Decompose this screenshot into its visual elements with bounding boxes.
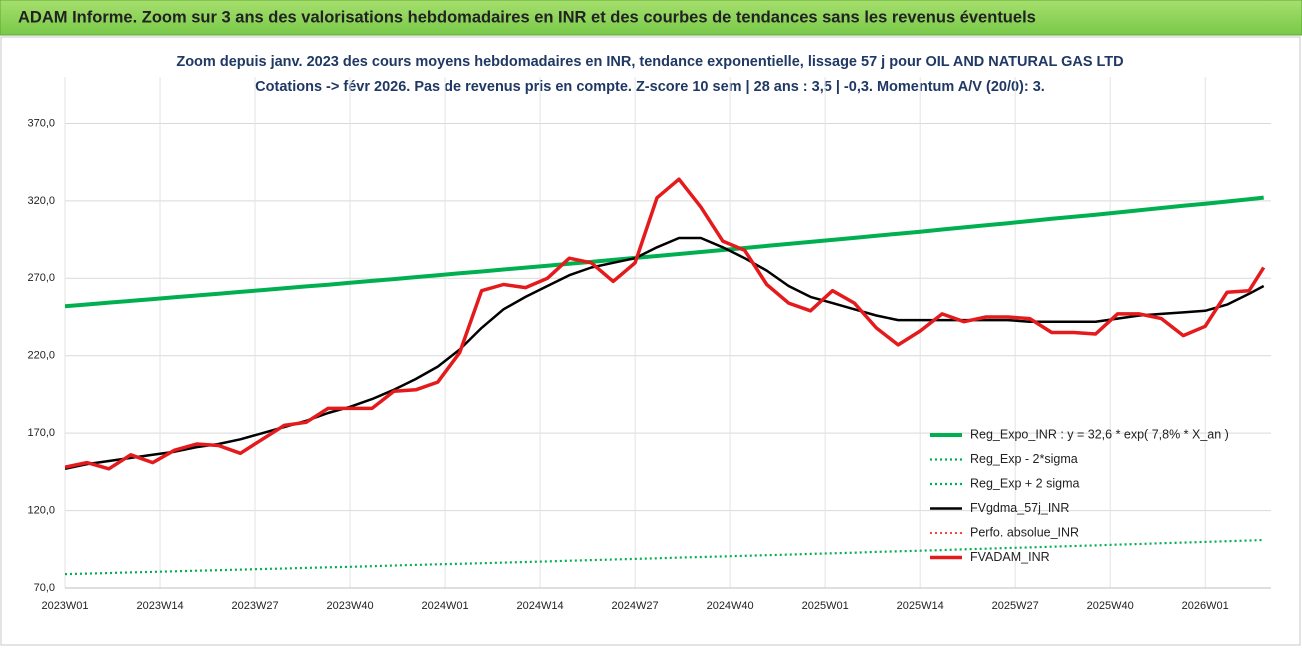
x-tick-label: 2023W01 [41, 600, 88, 612]
legend-label: Reg_Exp - 2*sigma [970, 452, 1078, 466]
chart-title: Zoom depuis janv. 2023 des cours moyens … [176, 54, 1123, 70]
x-tick-label: 2025W40 [1087, 600, 1134, 612]
x-tick-label: 2023W40 [327, 600, 374, 612]
legend-label: Reg_Exp + 2 sigma [970, 476, 1079, 490]
x-tick-label: 2024W27 [612, 600, 659, 612]
y-tick-label: 270,0 [27, 272, 55, 284]
x-tick-label: 2024W14 [517, 600, 564, 612]
y-tick-label: 370,0 [27, 117, 55, 129]
legend-label: Perfo. absolue_INR [970, 525, 1079, 539]
x-tick-label: 2024W01 [422, 600, 469, 612]
y-tick-label: 70,0 [34, 582, 55, 594]
x-tick-label: 2024W40 [707, 600, 754, 612]
legend-label: Reg_Expo_INR : y = 32,6 * exp( 7,8% * X_… [970, 427, 1229, 441]
x-tick-label: 2025W27 [992, 600, 1039, 612]
x-tick-label: 2023W27 [231, 600, 278, 612]
header-bar [0, 0, 1302, 36]
x-tick-label: 2025W14 [897, 600, 944, 612]
legend: Reg_Expo_INR : y = 32,6 * exp( 7,8% * X_… [930, 427, 1229, 564]
y-tick-label: 220,0 [27, 350, 55, 362]
grid: 70,0 120,0 170,0 220,0 270,0 320,0 370,0 2023W0… [27, 77, 1271, 612]
chart-frame [0, 36, 1301, 646]
y-tick-label: 320,0 [27, 195, 55, 207]
x-tick-label: 2025W01 [802, 600, 849, 612]
series-line [65, 177, 1266, 471]
plot-lines [65, 177, 1266, 576]
x-tick-label: 2026W01 [1182, 600, 1229, 612]
header-title: ADAM Informe. Zoom sur 3 ans des valoris… [18, 8, 1036, 26]
legend-label: FVgdma_57j_INR [970, 501, 1069, 515]
series-line [65, 538, 1264, 576]
legend-label: FVADAM_INR [970, 550, 1050, 564]
series-line [65, 195, 1264, 309]
y-tick-label: 120,0 [27, 504, 55, 516]
chart-subtitle: Cotations -> févr 2026. Pas de revenus p… [255, 79, 1045, 95]
y-tick-label: 170,0 [27, 427, 55, 439]
series-line [65, 236, 1265, 471]
x-tick-label: 2023W14 [136, 600, 183, 612]
